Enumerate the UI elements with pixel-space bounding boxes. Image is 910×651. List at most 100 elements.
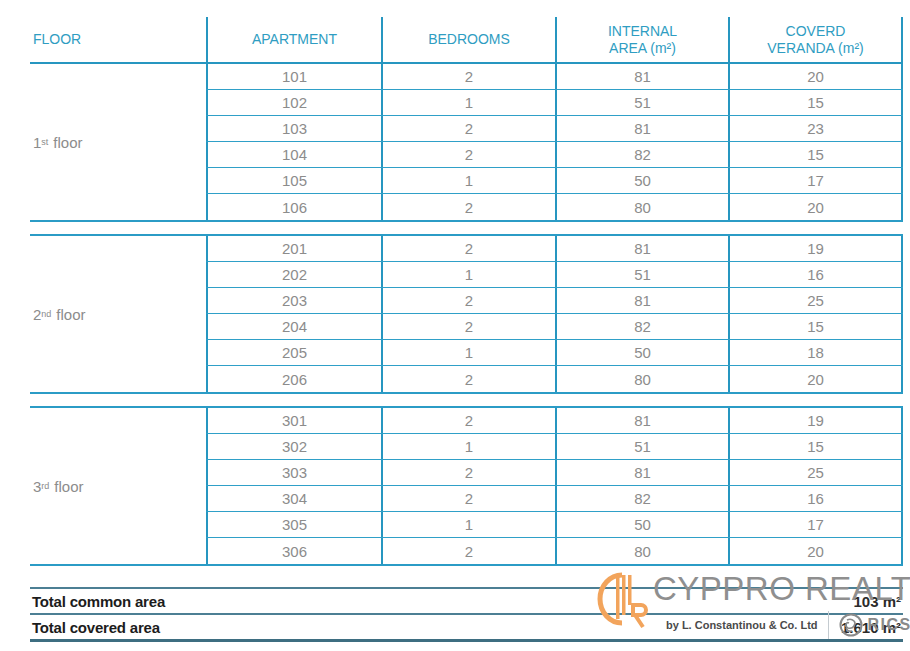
- apartment-cell: 101: [206, 64, 381, 89]
- floor-ordinal: nd: [41, 310, 51, 319]
- internal-area-cell: 51: [555, 262, 728, 287]
- apartment-cell: 104: [206, 142, 381, 167]
- veranda-cell: 25: [728, 288, 903, 313]
- table-row: 10428215: [206, 142, 903, 168]
- floor-number: 2: [33, 306, 41, 323]
- table-row: 30328125: [206, 460, 903, 486]
- internal-area-cell: 81: [555, 236, 728, 261]
- table-row: 20515018: [206, 340, 903, 366]
- veranda-cell: 15: [728, 142, 903, 167]
- floor-label-2: 2ndfloor: [30, 236, 206, 392]
- apartment-cell: 303: [206, 460, 381, 485]
- internal-area-cell: 81: [555, 408, 728, 433]
- bedrooms-cell: 1: [381, 262, 555, 287]
- header-internal-area-line2: AREA (m²): [609, 40, 676, 57]
- header-internal-area-line1: INTERNAL: [608, 23, 677, 40]
- bedrooms-cell: 2: [381, 314, 555, 339]
- bedrooms-cell: 1: [381, 512, 555, 537]
- veranda-cell: 18: [728, 340, 903, 365]
- internal-area-cell: 81: [555, 288, 728, 313]
- bedrooms-cell: 2: [381, 64, 555, 89]
- header-bedrooms-line1: BEDROOMS: [428, 31, 510, 48]
- apartment-cell: 305: [206, 512, 381, 537]
- veranda-cell: 20: [728, 64, 903, 89]
- veranda-cell: 19: [728, 236, 903, 261]
- table-row: 30515017: [206, 512, 903, 538]
- veranda-cell: 20: [728, 538, 903, 564]
- bedrooms-cell: 1: [381, 90, 555, 115]
- header-apartment: APARTMENT: [206, 17, 381, 62]
- veranda-cell: 20: [728, 366, 903, 392]
- table-row: 20628020: [206, 366, 903, 392]
- veranda-cell: 15: [728, 434, 903, 459]
- apartments-table: FLOOR APARTMENT BEDROOMS INTERNAL AREA (…: [30, 17, 903, 566]
- total-covered-area-value: 1.610 m²: [841, 619, 903, 636]
- apartment-cell: 205: [206, 340, 381, 365]
- apartment-listing-page: FLOOR APARTMENT BEDROOMS INTERNAL AREA (…: [0, 0, 910, 651]
- bedrooms-cell: 1: [381, 434, 555, 459]
- apartment-cell: 103: [206, 116, 381, 141]
- bedrooms-cell: 2: [381, 288, 555, 313]
- veranda-cell: 17: [728, 512, 903, 537]
- table-row: 30128119: [206, 408, 903, 434]
- bedrooms-cell: 2: [381, 142, 555, 167]
- floor-2-rows: 2012811920215116203281252042821520515018…: [206, 236, 903, 392]
- totals-table: Total common area 103 m² Total covered a…: [30, 587, 903, 642]
- table-row: 30428216: [206, 486, 903, 512]
- veranda-cell: 17: [728, 168, 903, 193]
- apartment-cell: 102: [206, 90, 381, 115]
- veranda-cell: 15: [728, 314, 903, 339]
- header-covered-veranda-line2: VERANDA (m²): [767, 40, 863, 57]
- table-row: 10328123: [206, 116, 903, 142]
- header-bedrooms: BEDROOMS: [381, 17, 555, 62]
- total-common-area-row: Total common area 103 m²: [30, 589, 903, 615]
- internal-area-cell: 82: [555, 314, 728, 339]
- table-row: 20215116: [206, 262, 903, 288]
- floor-word: floor: [53, 134, 82, 151]
- apartment-cell: 201: [206, 236, 381, 261]
- veranda-cell: 16: [728, 262, 903, 287]
- floor-number: 1: [33, 134, 41, 151]
- bedrooms-cell: 2: [381, 194, 555, 220]
- header-covered-veranda: COVERD VERANDA (m²): [728, 17, 903, 62]
- table-row: 10215115: [206, 90, 903, 116]
- bedrooms-cell: 2: [381, 236, 555, 261]
- internal-area-cell: 50: [555, 168, 728, 193]
- header-floor: FLOOR: [30, 17, 206, 62]
- bedrooms-cell: 1: [381, 340, 555, 365]
- total-common-area-value: 103 m²: [853, 593, 903, 610]
- bedrooms-cell: 2: [381, 366, 555, 392]
- veranda-cell: 16: [728, 486, 903, 511]
- apartment-cell: 301: [206, 408, 381, 433]
- header-covered-veranda-line1: COVERD: [786, 23, 846, 40]
- header-floor-line1: FLOOR: [33, 31, 81, 48]
- bedrooms-cell: 2: [381, 486, 555, 511]
- apartment-cell: 304: [206, 486, 381, 511]
- internal-area-cell: 82: [555, 486, 728, 511]
- table-row: 20428215: [206, 314, 903, 340]
- veranda-cell: 20: [728, 194, 903, 220]
- internal-area-cell: 51: [555, 434, 728, 459]
- apartment-cell: 306: [206, 538, 381, 564]
- internal-area-cell: 80: [555, 194, 728, 220]
- floor-word: floor: [54, 478, 83, 495]
- bedrooms-cell: 2: [381, 116, 555, 141]
- internal-area-cell: 50: [555, 340, 728, 365]
- floor-label-1: 1stfloor: [30, 64, 206, 220]
- veranda-cell: 23: [728, 116, 903, 141]
- veranda-cell: 25: [728, 460, 903, 485]
- internal-area-cell: 51: [555, 90, 728, 115]
- table-row: 20128119: [206, 236, 903, 262]
- internal-area-cell: 80: [555, 366, 728, 392]
- floor-1-rows: 1012812010215115103281231042821510515017…: [206, 64, 903, 220]
- total-covered-area-row: Total covered area 1.610 m²: [30, 615, 903, 642]
- floor-ordinal: rd: [41, 482, 49, 491]
- internal-area-cell: 81: [555, 460, 728, 485]
- bedrooms-cell: 1: [381, 168, 555, 193]
- floor-number: 3: [33, 478, 41, 495]
- internal-area-cell: 81: [555, 116, 728, 141]
- table-row: 30215115: [206, 434, 903, 460]
- header-apartment-line1: APARTMENT: [252, 31, 337, 48]
- table-row: 10515017: [206, 168, 903, 194]
- total-common-area-label: Total common area: [30, 593, 165, 610]
